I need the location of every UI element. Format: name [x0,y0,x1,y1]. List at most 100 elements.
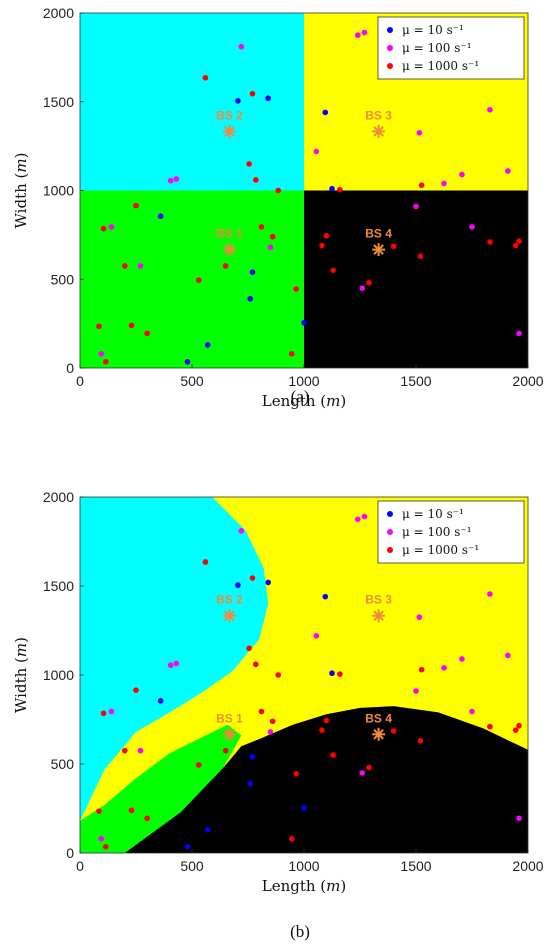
base-station-label: BS 4 [365,711,392,725]
data-point [249,90,256,97]
series-0 [157,95,335,365]
data-point [417,738,424,744]
legend-marker [387,511,393,517]
x-tick-label: 0 [76,858,84,874]
data-point [267,244,274,251]
data-point [167,662,174,669]
base-station-marker [373,610,384,622]
data-point [441,180,447,187]
legend-entry: μ = 10 s⁻¹ [402,23,464,37]
data-point [293,286,299,292]
base-station-marker [224,728,235,740]
data-point [301,804,307,811]
legend-box [377,16,525,80]
data-point [516,330,522,337]
y-tick-label: 1500 [43,94,74,110]
y-tick-label: 500 [51,756,75,772]
base-station-marker [373,126,384,137]
data-point [359,770,366,776]
data-point [96,323,102,330]
data-point [173,660,180,667]
chart-panel-a: 0 500 1000 1500 2000 0 500 1000 1500 2000 Length (… [12,5,544,410]
coverage-region-0 [80,13,304,191]
series-1 [98,29,522,357]
data-point [329,670,335,677]
x-tick-label: 500 [180,858,204,874]
data-point [516,238,522,244]
data-point [122,263,128,269]
data-point [323,232,330,239]
data-point [204,827,211,833]
data-point [238,43,245,50]
data-point [157,213,164,220]
data-point [253,177,259,183]
data-point [267,729,274,735]
data-point [202,74,209,81]
x-tick-label: 1500 [400,373,431,389]
data-point [128,322,135,329]
data-point [469,708,475,715]
data-point [487,106,493,113]
data-point [98,351,105,357]
y-tick-label: 0 [66,360,74,376]
data-point [144,330,150,337]
legend-marker [387,547,393,553]
base-station-4: BS 4 [365,711,392,741]
data-point [459,171,465,178]
y-tick-label: 2000 [43,5,74,21]
legend-marker [387,63,393,69]
legend-marker [387,27,393,33]
data-point [512,727,519,733]
data-point [108,708,115,715]
data-point [487,239,493,245]
chart-panel-b: 0 500 1000 1500 2000 0 500 1000 1500 2000 Length (… [12,489,544,941]
base-station-label: BS 3 [365,108,392,122]
data-point [319,727,325,733]
data-point [249,575,256,581]
data-point [269,718,276,725]
base-station-marker [224,126,235,137]
y-axis-label: Width (m) [12,637,30,713]
base-station-label: BS 4 [365,227,392,241]
panel-caption: (b) [290,922,310,941]
data-point [133,687,139,693]
panel-caption: (a) [291,387,310,406]
data-point [137,263,144,269]
data-point [516,722,522,729]
data-point [238,528,245,534]
y-tick-label: 0 [66,845,74,861]
data-point [487,591,493,597]
x-tick-label: 2000 [512,373,543,389]
data-point [133,202,139,209]
x-axis-label: Length (m) [262,392,347,410]
data-point [319,242,325,249]
data-point [337,186,343,193]
data-point [330,267,336,274]
data-point [288,351,295,357]
legend-entry: μ = 10 s⁻¹ [402,507,464,521]
base-station-3: BS 3 [365,593,392,623]
coverage-regions [80,497,528,853]
y-tick-label: 1000 [43,183,74,199]
data-point [330,752,336,758]
data-point [459,656,465,662]
data-point [222,263,229,269]
data-point [195,277,202,283]
data-point [505,168,511,174]
data-point [246,161,252,167]
data-point [96,808,102,814]
data-point [313,148,320,155]
data-point [323,717,330,724]
data-point [204,342,211,348]
data-point [265,579,271,586]
y-axis-label: Width (m) [12,153,30,229]
legend-entry: μ = 1000 s⁻¹ [402,543,479,557]
coverage-region-2 [80,724,242,853]
data-point [322,593,329,600]
data-point [249,269,256,275]
data-point [301,319,307,326]
data-point [137,747,144,754]
data-point [247,295,254,302]
data-point [337,671,343,677]
data-point [102,358,109,365]
